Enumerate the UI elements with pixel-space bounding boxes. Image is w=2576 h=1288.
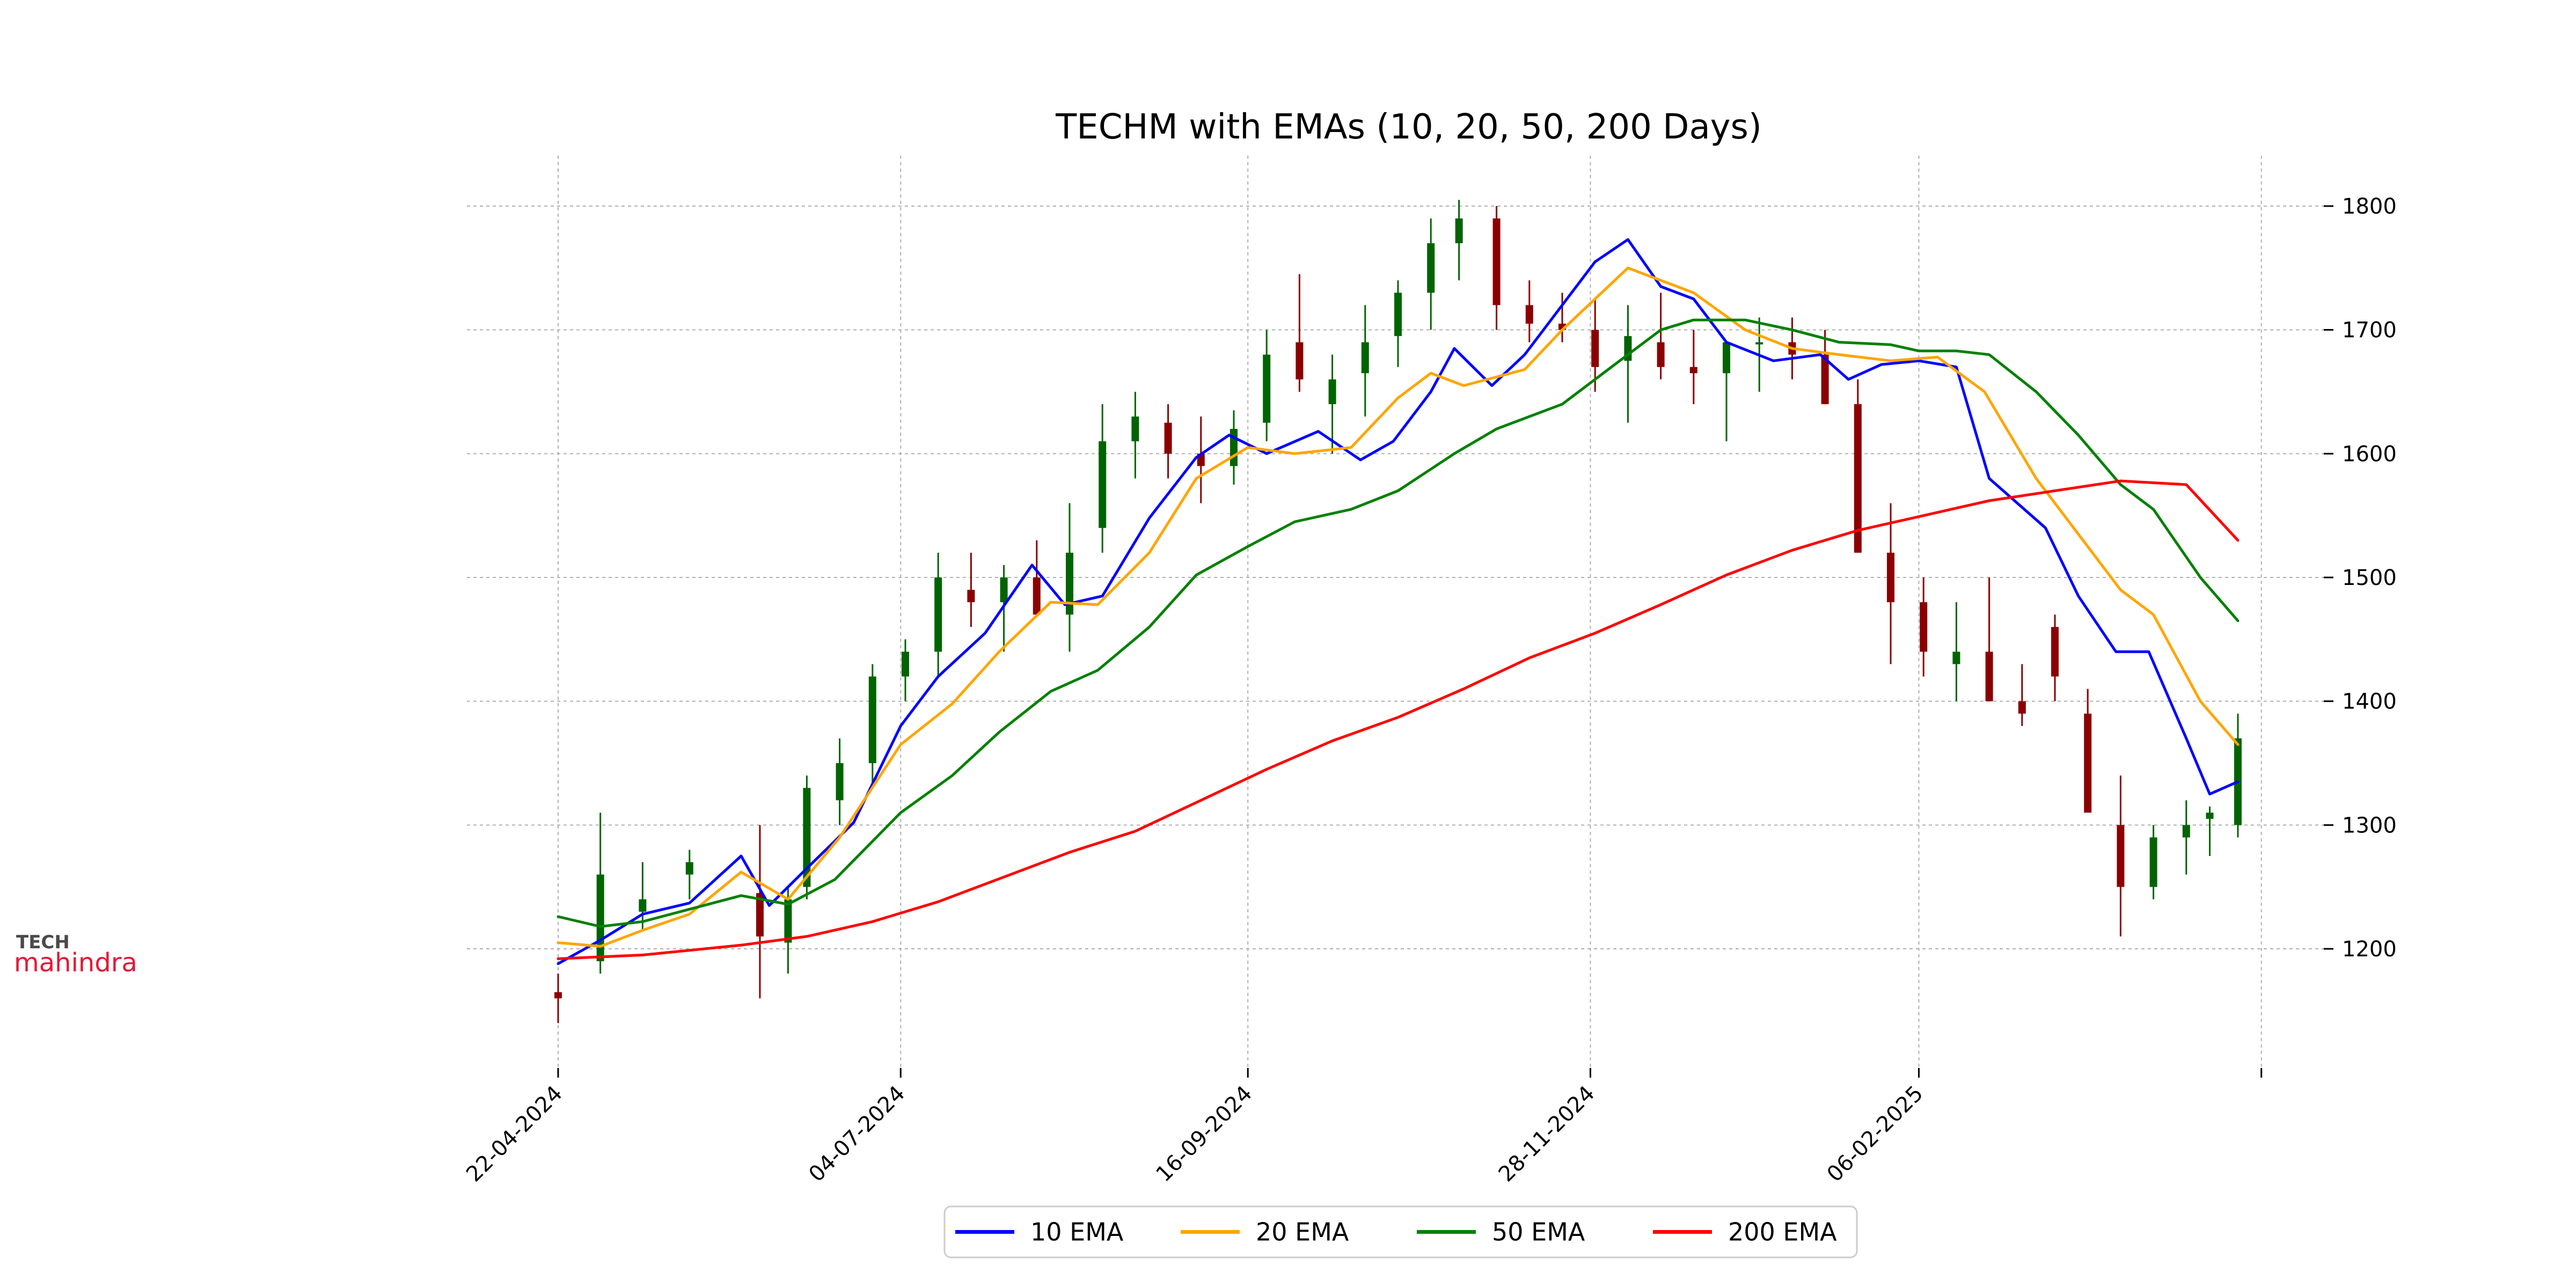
candlesticks [554, 200, 2242, 1023]
series-line-20-ema [557, 266, 2240, 948]
tech-mahindra-logo: TECH mahindra [14, 932, 137, 978]
candle [1394, 280, 1402, 367]
series-line-200-ema [557, 479, 2240, 960]
legend: 10 EMA 20 EMA 50 EMA 200 EMA [943, 1205, 1858, 1258]
logo-tech-text: TECH [16, 932, 70, 953]
candle [1455, 200, 1463, 281]
candle [1164, 404, 1172, 479]
candle [934, 552, 942, 677]
x-tick-label-1: 04-07-2024 [804, 1081, 910, 1187]
candle [1920, 577, 1928, 677]
candle [1591, 299, 1599, 392]
candle [1558, 292, 1567, 342]
x-tick-label-3: 28-11-2024 [1494, 1081, 1600, 1187]
y-tick-label-3: 1500 [2342, 566, 2397, 590]
legend-label-1: 20 EMA [1256, 1218, 1349, 1247]
candle [967, 552, 975, 627]
ema-lines [557, 238, 2240, 965]
candle [1131, 392, 1139, 479]
candle [685, 850, 693, 899]
candle [1033, 540, 1041, 615]
y-tick-label-2: 1400 [2342, 690, 2397, 714]
candle [1525, 280, 1533, 342]
y-tick-label-1: 1300 [2342, 813, 2397, 838]
candle [2182, 800, 2190, 875]
candle [1065, 503, 1073, 652]
candle [554, 974, 562, 1023]
y-tick-label-0: 1200 [2342, 937, 2397, 962]
candle [1854, 379, 1862, 553]
candle [1328, 354, 1336, 454]
candle [1427, 218, 1435, 330]
candle [1952, 602, 1960, 701]
candle [1361, 305, 1369, 417]
candle [756, 825, 764, 999]
candle [1985, 577, 1993, 701]
candle [2051, 614, 2059, 701]
candle [1723, 342, 1731, 442]
x-tick-label-4: 06-02-2025 [1823, 1081, 1928, 1187]
y-tick-label-5: 1700 [2342, 318, 2397, 343]
y-axis: 1200 1300 1400 1500 1600 1700 1800 [2324, 194, 2397, 962]
candle [2084, 689, 2092, 813]
candle [901, 639, 909, 701]
candle [2117, 775, 2125, 936]
candle [1689, 330, 1697, 405]
candle [784, 887, 792, 974]
candle [2234, 713, 2242, 838]
candle [1624, 305, 1632, 423]
candle [1887, 503, 1895, 664]
candle [639, 862, 647, 931]
legend-label-3: 200 EMA [1728, 1218, 1837, 1247]
candle [836, 738, 844, 825]
candle [1230, 410, 1238, 485]
grid-lines [467, 156, 2324, 1068]
candle [1099, 404, 1107, 553]
x-tick-label-0: 22-04-2024 [462, 1081, 567, 1187]
x-axis: 22-04-2024 04-07-2024 16-09-2024 28-11-2024… [462, 1068, 2263, 1187]
candle [596, 813, 604, 974]
chart-title: TECHM with EMAs (10, 20, 50, 200 Days) [1055, 107, 1762, 147]
candle [1263, 330, 1271, 442]
candle [1821, 330, 1829, 405]
candle [1000, 565, 1008, 652]
y-tick-label-4: 1600 [2342, 442, 2397, 466]
series-line-50-ema [557, 318, 2240, 928]
candle [1657, 292, 1665, 379]
legend-box [943, 1205, 1858, 1258]
candle [2018, 664, 2026, 726]
candle [1296, 274, 1304, 392]
legend-label-0: 10 EMA [1030, 1218, 1124, 1247]
legend-label-2: 50 EMA [1492, 1218, 1585, 1247]
candle [2206, 806, 2214, 856]
candle [1197, 416, 1205, 503]
candle [868, 664, 876, 788]
candle [1492, 206, 1501, 330]
logo-mahindra-text: mahindra [14, 948, 137, 978]
candle [2149, 825, 2157, 899]
y-tick-label-6: 1800 [2342, 194, 2397, 219]
x-tick-label-2: 16-09-2024 [1151, 1081, 1257, 1187]
